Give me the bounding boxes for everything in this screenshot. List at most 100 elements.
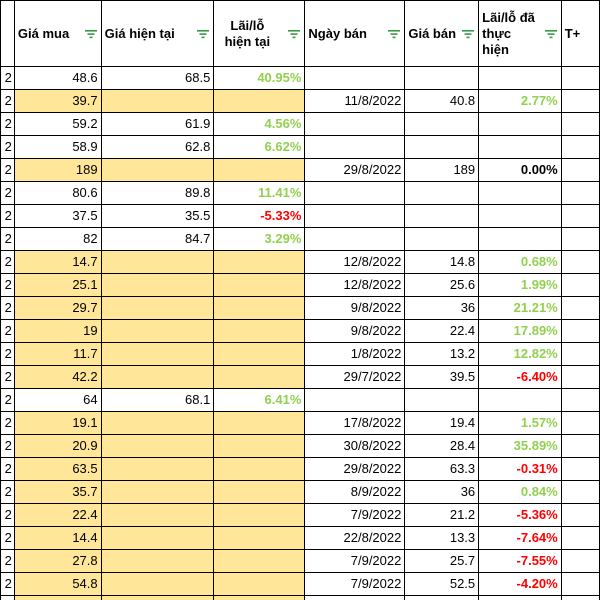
filter-icon[interactable] <box>287 27 301 41</box>
cell-lai-lo-hien-tai[interactable] <box>213 342 306 366</box>
cell-lai-lo-thuc-hien[interactable]: -0.31% <box>478 457 562 481</box>
cell-lai-lo-thuc-hien[interactable]: 1.57% <box>478 411 562 435</box>
cell-gia-mua[interactable]: 59.2 <box>13 112 102 136</box>
cell-t-plus[interactable] <box>560 572 600 596</box>
cell-ngay-ban[interactable]: 9/8/2022 <box>304 319 406 343</box>
cell-lai-lo-hien-tai[interactable] <box>213 273 306 297</box>
cell-gia-ban[interactable]: 63.3 <box>404 457 480 481</box>
cell-gia-mua[interactable]: 39.7 <box>13 89 102 113</box>
filter-icon[interactable] <box>84 27 98 41</box>
cell-gia-ban[interactable]: 19.4 <box>404 411 480 435</box>
cell-gia-ban[interactable]: 25.7 <box>404 549 480 573</box>
cell-col0[interactable]: 2 <box>0 549 15 573</box>
cell-col0[interactable]: 2 <box>0 434 15 458</box>
cell-t-plus[interactable] <box>560 227 600 251</box>
cell-lai-lo-hien-tai[interactable]: -5.33% <box>213 204 306 228</box>
filter-icon[interactable] <box>544 27 558 41</box>
cell-col0[interactable]: 2 <box>0 181 15 205</box>
cell-lai-lo-thuc-hien[interactable]: 35.89% <box>478 434 562 458</box>
cell-lai-lo-thuc-hien[interactable]: -5.36% <box>478 503 562 527</box>
cell-gia-mua[interactable]: 58.9 <box>13 135 102 159</box>
cell-ngay-ban[interactable] <box>304 135 406 159</box>
cell-ngay-ban[interactable] <box>304 112 406 136</box>
cell-ngay-ban[interactable]: 30/8/2022 <box>304 434 406 458</box>
cell-gia-ban[interactable] <box>404 227 480 251</box>
cell-t-plus[interactable] <box>560 273 600 297</box>
cell-gia-mua[interactable]: 189 <box>13 158 102 182</box>
cell-gia-mua[interactable]: 35.7 <box>13 480 102 504</box>
cell-col0[interactable]: 2 <box>0 365 15 389</box>
cell-ngay-ban[interactable]: 29/7/2022 <box>304 365 406 389</box>
cell-col0[interactable]: 2 <box>0 89 15 113</box>
cell-gia-mua[interactable]: 42.2 <box>13 365 102 389</box>
cell-t-plus[interactable] <box>560 365 600 389</box>
filter-icon[interactable] <box>196 27 210 41</box>
cell-gia-hien-tai[interactable] <box>100 526 215 550</box>
cell-lai-lo-thuc-hien[interactable]: -6.40% <box>478 365 562 389</box>
cell-gia-hien-tai[interactable]: 84.7 <box>100 227 215 251</box>
cell-t-plus[interactable] <box>560 595 600 600</box>
cell-lai-lo-thuc-hien[interactable]: 21.21% <box>478 296 562 320</box>
cell-ngay-ban[interactable]: 22/8/2022 <box>304 526 406 550</box>
cell-gia-hien-tai[interactable] <box>100 572 215 596</box>
cell-col0[interactable]: 2 <box>0 135 15 159</box>
cell-lai-lo-thuc-hien[interactable]: 2.77% <box>478 89 562 113</box>
cell-t-plus[interactable] <box>560 135 600 159</box>
cell-t-plus[interactable] <box>560 112 600 136</box>
cell-gia-mua[interactable]: 20.9 <box>13 434 102 458</box>
cell-gia-ban[interactable]: 40.8 <box>404 89 480 113</box>
cell-lai-lo-hien-tai[interactable]: 6.62% <box>213 135 306 159</box>
cell-lai-lo-thuc-hien[interactable] <box>478 112 562 136</box>
cell-t-plus[interactable] <box>560 66 600 90</box>
cell-gia-hien-tai[interactable] <box>100 158 215 182</box>
cell-t-plus[interactable] <box>560 503 600 527</box>
cell-gia-ban[interactable]: 13.2 <box>404 342 480 366</box>
cell-lai-lo-thuc-hien[interactable] <box>478 204 562 228</box>
cell-col0[interactable]: 2 <box>0 227 15 251</box>
header-lai-lo-hien-tai[interactable]: Lãi/lỗ hiện tại <box>213 0 306 67</box>
cell-ngay-ban[interactable] <box>304 388 406 412</box>
cell-lai-lo-hien-tai[interactable] <box>213 89 306 113</box>
cell-lai-lo-hien-tai[interactable] <box>213 158 306 182</box>
header-t-plus[interactable]: T+ <box>560 0 600 67</box>
header-gia-ban[interactable]: Giá bán <box>404 0 480 67</box>
cell-gia-ban[interactable]: 52.5 <box>404 572 480 596</box>
cell-ngay-ban[interactable]: 7/9/2022 <box>304 572 406 596</box>
cell-gia-mua[interactable]: 80.6 <box>13 181 102 205</box>
cell-gia-ban[interactable]: 13.3 <box>404 526 480 550</box>
cell-t-plus[interactable] <box>560 434 600 458</box>
filter-icon[interactable] <box>461 27 475 41</box>
cell-t-plus[interactable] <box>560 89 600 113</box>
cell-gia-hien-tai[interactable]: 61.9 <box>100 112 215 136</box>
cell-ngay-ban[interactable]: 7/9/2022 <box>304 503 406 527</box>
cell-lai-lo-hien-tai[interactable]: 3.29% <box>213 227 306 251</box>
cell-lai-lo-thuc-hien[interactable]: 12.82% <box>478 342 562 366</box>
cell-gia-mua[interactable]: 27.8 <box>13 549 102 573</box>
cell-gia-ban[interactable]: 25.6 <box>404 273 480 297</box>
cell-lai-lo-thuc-hien[interactable]: -4.20% <box>478 572 562 596</box>
cell-gia-mua[interactable]: 14.4 <box>13 526 102 550</box>
cell-col0[interactable]: 2 <box>0 457 15 481</box>
cell-lai-lo-thuc-hien[interactable] <box>478 388 562 412</box>
cell-col0[interactable]: 2 <box>0 342 15 366</box>
cell-t-plus[interactable] <box>560 526 600 550</box>
cell-gia-mua[interactable]: 63.5 <box>13 457 102 481</box>
cell-gia-ban[interactable] <box>404 66 480 90</box>
cell-col0[interactable]: 2 <box>0 250 15 274</box>
cell-ngay-ban[interactable] <box>304 227 406 251</box>
cell-ngay-ban[interactable]: 11/8/2022 <box>304 89 406 113</box>
cell-ngay-ban[interactable] <box>304 66 406 90</box>
cell-gia-hien-tai[interactable] <box>100 319 215 343</box>
cell-t-plus[interactable] <box>560 319 600 343</box>
cell-lai-lo-thuc-hien[interactable]: 0.84% <box>478 480 562 504</box>
cell-col0[interactable]: 2 <box>0 503 15 527</box>
cell-lai-lo-hien-tai[interactable] <box>213 296 306 320</box>
cell-col0[interactable]: 2 <box>0 273 15 297</box>
cell-gia-hien-tai[interactable] <box>100 503 215 527</box>
cell-ngay-ban[interactable]: 9/8/2022 <box>304 296 406 320</box>
cell-gia-mua[interactable]: 48.6 <box>13 66 102 90</box>
cell-col0[interactable]: 2 <box>0 526 15 550</box>
cell-lai-lo-hien-tai[interactable]: 6.41% <box>213 388 306 412</box>
cell-ngay-ban[interactable]: 1/8/2022 <box>304 342 406 366</box>
cell-gia-mua[interactable]: 22.4 <box>13 503 102 527</box>
